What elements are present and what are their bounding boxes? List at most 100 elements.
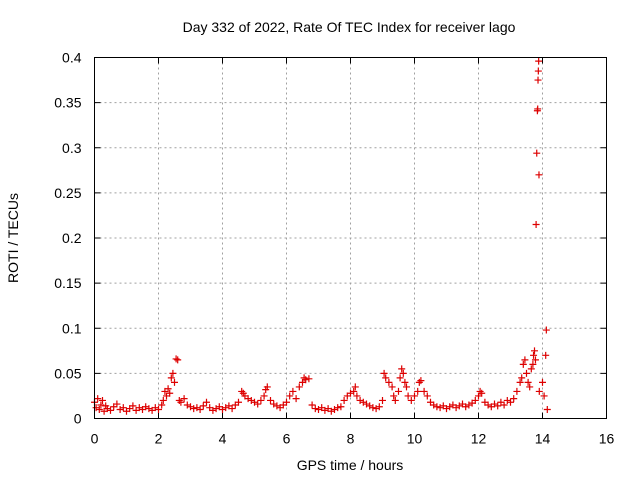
data-point bbox=[391, 396, 399, 404]
y-tick-label: 0.1 bbox=[62, 320, 82, 336]
data-point bbox=[257, 396, 265, 404]
x-tick-label: 12 bbox=[471, 431, 487, 447]
data-point bbox=[411, 392, 418, 400]
x-axis-label: GPS time / hours bbox=[297, 457, 404, 473]
x-tick-label: 6 bbox=[283, 431, 291, 447]
data-point bbox=[534, 67, 542, 75]
data-point bbox=[535, 387, 543, 395]
data-point bbox=[167, 374, 175, 382]
y-axis-label: ROTI / TECUs bbox=[5, 193, 21, 283]
data-point bbox=[415, 378, 423, 386]
data-point bbox=[283, 398, 290, 406]
data-point bbox=[222, 404, 230, 412]
data-point bbox=[530, 351, 538, 359]
data-point bbox=[471, 396, 479, 404]
data-point bbox=[500, 401, 508, 409]
data-point bbox=[478, 389, 486, 397]
data-point bbox=[169, 369, 177, 377]
x-tick-label: 16 bbox=[599, 431, 615, 447]
data-point bbox=[369, 404, 377, 412]
data-point bbox=[286, 392, 294, 400]
data-point bbox=[510, 395, 518, 403]
y-tick-label: 0.15 bbox=[54, 275, 81, 291]
data-point bbox=[535, 171, 543, 179]
data-point bbox=[359, 398, 367, 406]
data-point bbox=[193, 404, 201, 412]
data-point bbox=[305, 375, 313, 383]
data-point bbox=[302, 376, 310, 384]
data-point bbox=[388, 383, 396, 391]
x-tick-label: 8 bbox=[347, 431, 355, 447]
data-point bbox=[171, 378, 178, 386]
x-tick-label: 10 bbox=[407, 431, 423, 447]
data-point bbox=[518, 374, 526, 382]
data-point bbox=[235, 398, 242, 406]
data-point bbox=[267, 396, 274, 404]
data-point bbox=[199, 402, 207, 410]
x-tick-label: 14 bbox=[535, 431, 551, 447]
x-tick-label: 0 bbox=[91, 431, 99, 447]
data-point bbox=[183, 401, 191, 409]
data-point bbox=[119, 404, 127, 412]
data-point bbox=[337, 403, 345, 411]
y-tick-label: 0.4 bbox=[62, 50, 82, 66]
data-point bbox=[503, 396, 511, 404]
data-point bbox=[436, 404, 444, 412]
data-point bbox=[401, 378, 409, 386]
data-point bbox=[539, 378, 546, 386]
data-point bbox=[356, 396, 364, 404]
data-point bbox=[399, 369, 407, 377]
data-point bbox=[476, 387, 484, 395]
data-point bbox=[263, 383, 271, 391]
data-point bbox=[513, 387, 521, 395]
data-point bbox=[311, 405, 319, 413]
data-point bbox=[385, 378, 393, 386]
data-point bbox=[535, 57, 543, 65]
data-point bbox=[155, 405, 162, 413]
plot-frame bbox=[94, 57, 607, 419]
data-point bbox=[166, 389, 174, 397]
data-point bbox=[292, 395, 300, 403]
data-point bbox=[446, 403, 454, 411]
data-point bbox=[247, 396, 255, 404]
data-point bbox=[529, 360, 537, 368]
x-axis-ticks: 0 2 4 6 8 10 12 14 16 bbox=[91, 57, 615, 447]
data-point bbox=[238, 387, 246, 395]
data-point bbox=[97, 401, 105, 409]
data-point bbox=[540, 392, 548, 400]
data-point bbox=[420, 387, 428, 395]
data-point bbox=[273, 402, 281, 410]
data-point bbox=[270, 400, 278, 408]
data-point bbox=[95, 405, 103, 413]
data-point bbox=[300, 374, 308, 382]
data-point bbox=[175, 396, 183, 404]
data-point bbox=[172, 355, 180, 363]
data-point bbox=[404, 392, 412, 400]
y-axis-ticks: 0 0.05 0.1 0.15 0.2 0.25 0.3 0.35 0.4 bbox=[54, 50, 607, 427]
data-point bbox=[534, 76, 542, 84]
y-tick-label: 0.3 bbox=[62, 140, 82, 156]
data-point bbox=[417, 377, 425, 385]
data-point bbox=[507, 398, 514, 406]
data-point bbox=[372, 405, 380, 413]
data-point bbox=[524, 378, 532, 386]
y-tick-label: 0.05 bbox=[54, 365, 81, 381]
data-point bbox=[228, 405, 236, 413]
data-point bbox=[340, 396, 348, 404]
data-point bbox=[94, 395, 102, 403]
data-point bbox=[433, 403, 441, 411]
data-point bbox=[527, 365, 535, 373]
chart-title: Day 332 of 2022, Rate Of TEC Index for r… bbox=[183, 19, 516, 35]
data-point bbox=[395, 387, 402, 395]
data-point bbox=[260, 392, 268, 400]
data-point bbox=[382, 374, 390, 382]
data-point bbox=[107, 406, 114, 414]
data-point bbox=[145, 405, 153, 413]
data-point bbox=[414, 387, 422, 395]
data-point bbox=[254, 400, 262, 408]
data-point bbox=[494, 402, 502, 410]
data-point bbox=[390, 392, 398, 400]
data-point bbox=[190, 405, 198, 413]
grid-lines bbox=[94, 57, 607, 419]
